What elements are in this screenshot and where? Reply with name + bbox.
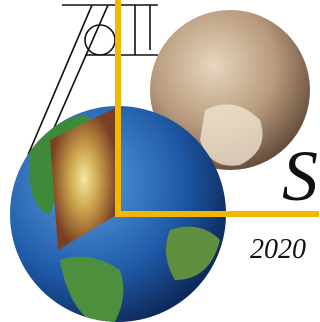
logo: S 2020 [0,0,319,322]
page: {"logo": {"letter": "S", "year": "2020"}… [0,0,320,322]
logo-year: 2020 [250,234,306,265]
logo-letter: S [282,136,318,216]
